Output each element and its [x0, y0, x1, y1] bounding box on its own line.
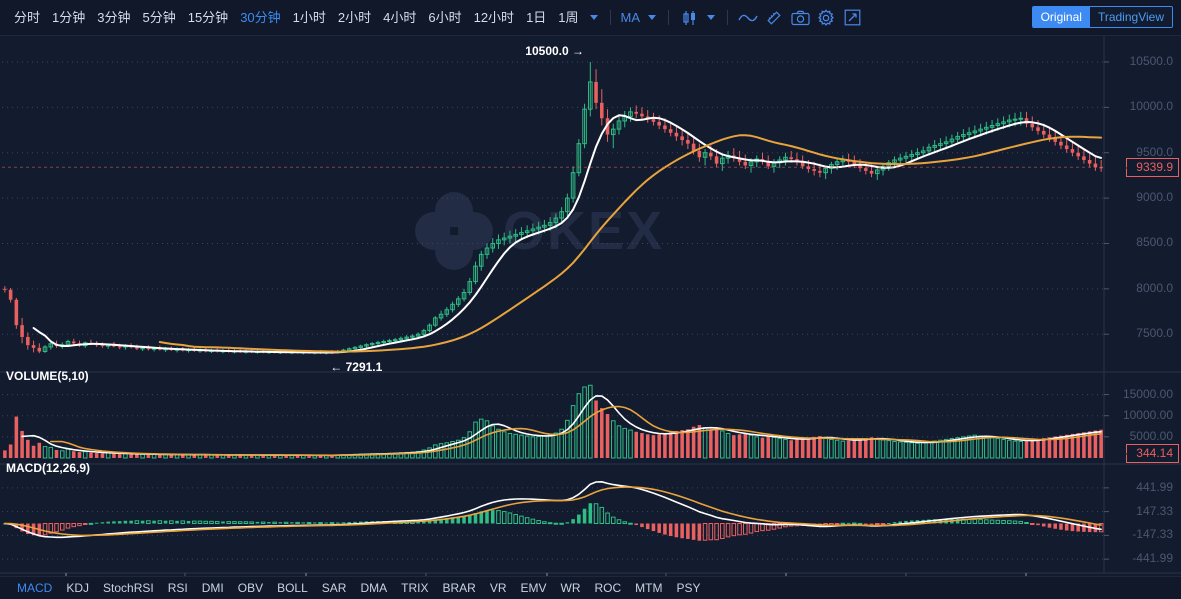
ma-indicator-button[interactable]: MA — [620, 10, 641, 25]
timeframe-9[interactable]: 6小时 — [428, 9, 462, 25]
toolbar-divider-1 — [609, 10, 611, 25]
timeframe-6[interactable]: 1小时 — [292, 9, 326, 25]
volume-tick-0: 15000.00 — [1122, 386, 1173, 401]
low-price-marker: ← 7291.1 — [330, 360, 383, 375]
indicator-tab-sar[interactable]: SAR — [321, 581, 347, 595]
volume-series — [3, 384, 1103, 459]
timeframe-8[interactable]: 4小时 — [383, 9, 417, 25]
price-tick-3: 9000.0 — [1136, 190, 1173, 205]
timeframe-10[interactable]: 12小时 — [473, 9, 515, 25]
candlestick-icon[interactable] — [676, 5, 702, 31]
indicator-tab-stochrsi[interactable]: StochRSI — [103, 581, 154, 595]
indicator-tab-mtm[interactable]: MTM — [635, 581, 663, 595]
candlestick-chevron-down-icon[interactable] — [707, 15, 716, 20]
source-toggle-tradingview[interactable]: TradingView — [1089, 7, 1172, 27]
current-price-badge: 9339.9 — [1126, 158, 1179, 178]
macd-tick-2: -147.33 — [1132, 527, 1173, 542]
current-volume-badge: 344.14 — [1126, 444, 1179, 463]
gear-icon[interactable] — [813, 5, 839, 31]
indicator-tab-bar: MACD KDJ StochRSI RSI DMI OBV BOLL SAR DMA TRIX BR… — [0, 576, 1181, 599]
timeframe-2[interactable]: 3分钟 — [97, 9, 131, 25]
toolbar-divider-3 — [727, 10, 729, 25]
indicator-tab-trix[interactable]: TRIX — [401, 581, 429, 595]
indicator-tab-emv[interactable]: EMV — [520, 581, 547, 595]
price-tick-0: 10500.0 — [1129, 53, 1173, 68]
chart-toolbar: 分时 1分钟 3分钟 5分钟 15分钟 30分钟 1小时 2小时 4小时 6小时 12小时 1日 1周 … — [0, 0, 1181, 36]
timeframe-5[interactable]: 30分钟 — [240, 9, 281, 25]
price-tick-2: 9500.0 — [1136, 144, 1173, 159]
ma-chevron-down-icon[interactable] — [648, 15, 657, 20]
indicator-tab-vr[interactable]: VR — [489, 581, 507, 595]
indicator-tab-wr[interactable]: WR — [560, 581, 581, 595]
price-tick-4: 8500.0 — [1136, 235, 1173, 250]
indicator-tab-roc[interactable]: ROC — [594, 581, 622, 595]
camera-icon[interactable] — [787, 5, 813, 31]
indicator-tab-brar[interactable]: BRAR — [442, 581, 476, 595]
macd-panel-label: MACD(12,26,9) — [6, 461, 91, 475]
volume-tick-2: 5000.00 — [1129, 428, 1173, 443]
timeframe-1[interactable]: 1分钟 — [52, 9, 86, 25]
volume-panel-label: VOLUME(5,10) — [6, 369, 89, 383]
chart-canvas-area[interactable]: OKEX VOLUME(5,10) MACD(12,26,9) 10500.0 … — [0, 36, 1181, 599]
chart-source-toggle: Original TradingView — [1031, 6, 1173, 28]
indicator-tab-boll[interactable]: BOLL — [277, 581, 308, 595]
price-tick-6: 7500.0 — [1136, 326, 1173, 341]
timeframe-0[interactable]: 分时 — [14, 9, 41, 25]
toolbar-divider-2 — [668, 10, 670, 25]
timeframe-12[interactable]: 1周 — [558, 9, 579, 25]
timeframe-11[interactable]: 1日 — [526, 9, 547, 25]
volume-tick-1: 10000.00 — [1122, 407, 1173, 422]
price-tick-5: 8000.0 — [1136, 280, 1173, 295]
price-tick-1: 10000.0 — [1129, 99, 1173, 114]
chart-plot — [0, 36, 1181, 577]
fullscreen-icon[interactable] — [839, 5, 865, 31]
high-price-marker: 10500.0 → — [525, 43, 585, 58]
macd-tick-3: -441.99 — [1132, 551, 1173, 566]
indicator-tab-dma[interactable]: DMA — [360, 581, 388, 595]
timeframe-4[interactable]: 15分钟 — [187, 9, 229, 25]
timeframe-3[interactable]: 5分钟 — [142, 9, 176, 25]
line-chart-icon[interactable] — [735, 5, 761, 31]
candle-series — [3, 61, 1103, 355]
indicator-tab-dmi[interactable]: DMI — [201, 581, 224, 595]
indicator-tab-obv[interactable]: OBV — [237, 581, 264, 595]
indicator-tab-kdj[interactable]: KDJ — [66, 581, 90, 595]
timeframe-7[interactable]: 2小时 — [337, 9, 372, 25]
macd-tick-0: 441.99 — [1136, 479, 1173, 494]
indicator-tab-rsi[interactable]: RSI — [167, 581, 188, 595]
drawing-tools-icon[interactable] — [761, 5, 787, 31]
timeframe-more-chevron-icon[interactable] — [589, 15, 598, 20]
indicator-tab-psy[interactable]: PSY — [676, 581, 701, 595]
source-toggle-original[interactable]: Original — [1032, 7, 1090, 27]
indicator-tab-macd[interactable]: MACD — [17, 581, 53, 595]
macd-tick-1: 147.33 — [1136, 503, 1173, 518]
timeframe-selector: 分时 1分钟 3分钟 5分钟 15分钟 30分钟 1小时 2小时 4小时 6小时 12小时 1日 1周 — [8, 0, 585, 36]
